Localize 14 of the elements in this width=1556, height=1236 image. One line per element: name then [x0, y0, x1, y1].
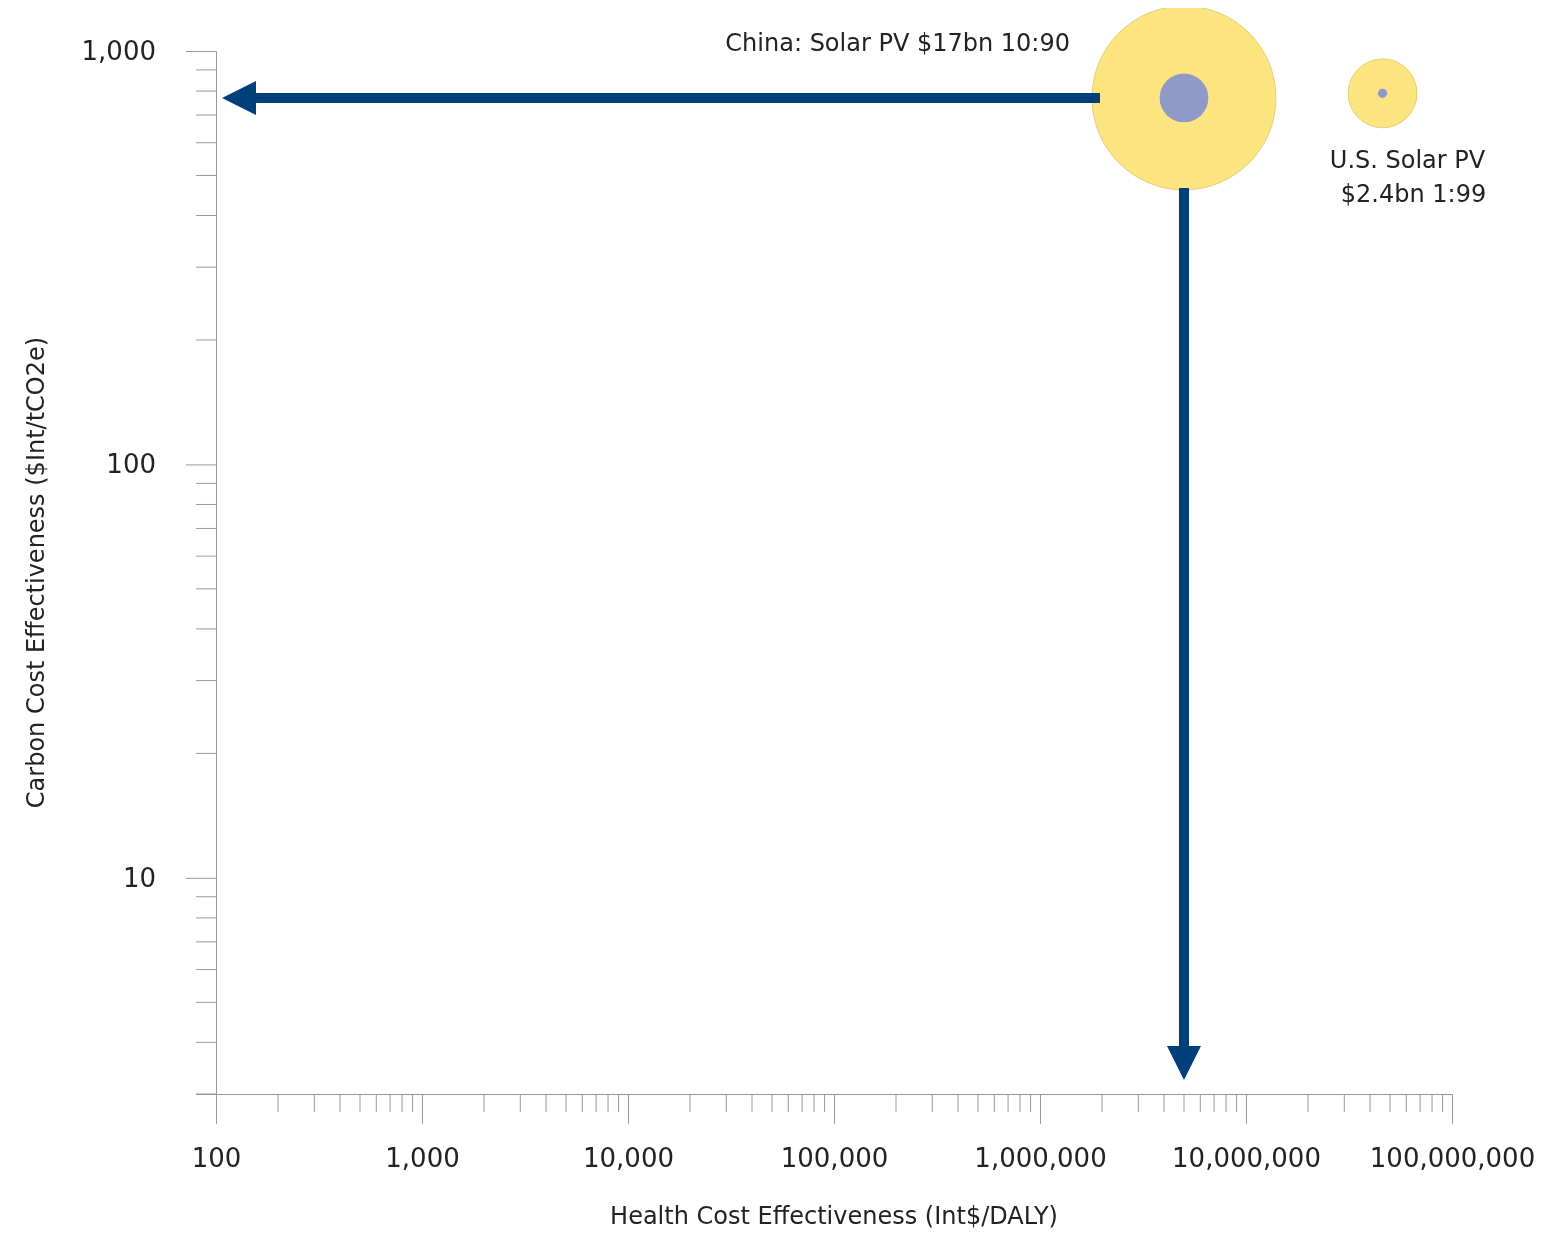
- annotation: China: Solar PV $17bn 10:90: [725, 29, 1070, 57]
- x-tick-label: 100,000: [780, 1143, 889, 1174]
- x-axis-title: Health Cost Effectiveness (Int$/DALY): [610, 1202, 1058, 1230]
- x-tick-label: 1,000,000: [974, 1143, 1107, 1174]
- x-tick-label: 100: [191, 1143, 242, 1174]
- x-tick-label: 10,000: [583, 1143, 674, 1174]
- annotation: U.S. Solar PV $2.4bn 1:99: [1329, 145, 1487, 208]
- y-tick-label: 100: [106, 449, 156, 480]
- x-tick-label: 10,000,000: [1172, 1143, 1321, 1174]
- y-axis-title: Carbon Cost Effectiveness ($Int/tCO2e): [22, 336, 50, 809]
- x-tick-label: 1,000: [385, 1143, 460, 1174]
- x-tick-label: 100,000,000: [1369, 1143, 1536, 1174]
- y-tick-label: 10: [122, 862, 156, 893]
- y-tick-label: 1,000: [81, 35, 156, 66]
